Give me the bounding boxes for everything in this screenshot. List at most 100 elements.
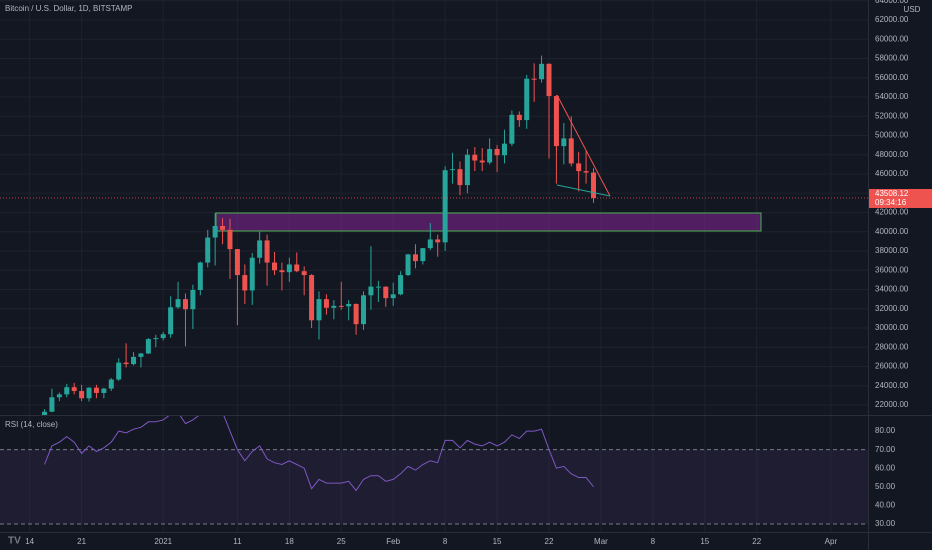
candle-body [79,391,85,399]
candle-body [101,388,107,393]
candle-body [316,299,322,321]
candle-body [279,270,285,273]
x-tick-label: 8 [443,537,448,546]
candle-body [501,143,507,156]
candle-body [420,248,426,262]
candle-body [271,262,277,271]
candle-body [108,379,114,389]
candle-body [361,295,367,325]
rsi-pane [0,416,868,525]
logo: TV [8,536,21,547]
trend-line [556,184,611,197]
x-tick-label: 21 [77,537,86,546]
candle-body [338,305,344,307]
x-tick-label: 18 [285,537,294,546]
y-tick-label: 60.00 [875,463,896,472]
candle-body [160,334,166,339]
candle-body [479,160,485,163]
candle-body [390,294,396,299]
candle-body [494,148,500,156]
x-tick-label: 22 [545,537,554,546]
candle-body [234,249,240,276]
countdown: 09:34:16 [875,198,907,207]
y-tick-label: 24000.00 [875,381,909,390]
y-tick-label: 36000.00 [875,265,909,274]
y-tick-label: 70.00 [875,445,896,454]
candle-body [427,239,433,249]
candle-body [309,275,315,321]
x-tick-label: 11 [233,537,242,546]
candle-body [86,387,92,399]
y-tick-label: 50000.00 [875,131,909,140]
x-tick-label: 2021 [154,537,172,546]
y-tick-label: 60000.00 [875,34,909,43]
candle-body [375,286,381,288]
rsi-line [44,416,594,492]
y-tick-label: 38000.00 [875,246,909,255]
candle-body [346,303,352,307]
y-tick-label: 46000.00 [875,169,909,178]
candle-body [131,356,137,365]
candle-body [450,169,456,171]
candle-body [64,387,70,395]
candle-body [464,154,470,186]
candle-body [531,78,537,80]
candle-body [294,264,300,272]
y-tick-label: 28000.00 [875,342,909,351]
candle-body [398,275,404,295]
x-tick-label: 8 [651,537,656,546]
x-tick-label: 25 [337,537,346,546]
x-tick-label: 15 [493,537,502,546]
candle-body [42,411,48,415]
candle-body [182,299,188,310]
y-tick-label: 22000.00 [875,400,909,409]
candle-body [383,286,389,299]
candle-body [546,63,552,97]
y-tick-label: 34000.00 [875,285,909,294]
y-tick-label: 54000.00 [875,92,909,101]
svg-text:TV: TV [8,536,21,547]
candle-body [56,394,62,398]
y-tick-label: 30.00 [875,519,896,528]
candle-body [509,114,515,144]
y-tick-label: 40.00 [875,501,896,510]
y-tick-label: 32000.00 [875,304,909,313]
candle-body [435,239,441,243]
candle-body [175,299,181,308]
candle-body [190,289,196,310]
candle-body [212,225,218,238]
axes: 22000.00 24000.00 26000.00 28000.00 30000.00… [25,0,932,546]
candle-body [524,78,530,121]
candle-body [472,154,478,161]
candle-body [405,254,411,276]
candle-body [145,339,151,354]
candle-body [49,397,55,412]
candle-body [442,170,448,243]
candle-body [123,362,129,365]
candle-body [257,240,263,258]
candle-body [242,275,248,291]
candle-body [568,138,574,164]
candle-body [220,225,226,230]
candle-body [553,96,559,147]
y-tick-label: 56000.00 [875,73,909,82]
candle-body [227,229,233,250]
indicator-title: RSI (14, close) [5,420,58,429]
x-tick-label: Apr [825,537,838,546]
candle-body [264,240,270,263]
candle-body [353,303,359,325]
candle-body [561,138,567,147]
y-tick-label: 58000.00 [875,54,909,63]
y-tick-label: 48000.00 [875,150,909,159]
price-pane [0,55,868,415]
candle-body [249,257,255,291]
currency: USD [904,5,921,14]
candle-body [205,237,211,263]
candle-body [591,172,597,198]
price-label-box [869,188,932,208]
y-tick-label: 26000.00 [875,362,909,371]
